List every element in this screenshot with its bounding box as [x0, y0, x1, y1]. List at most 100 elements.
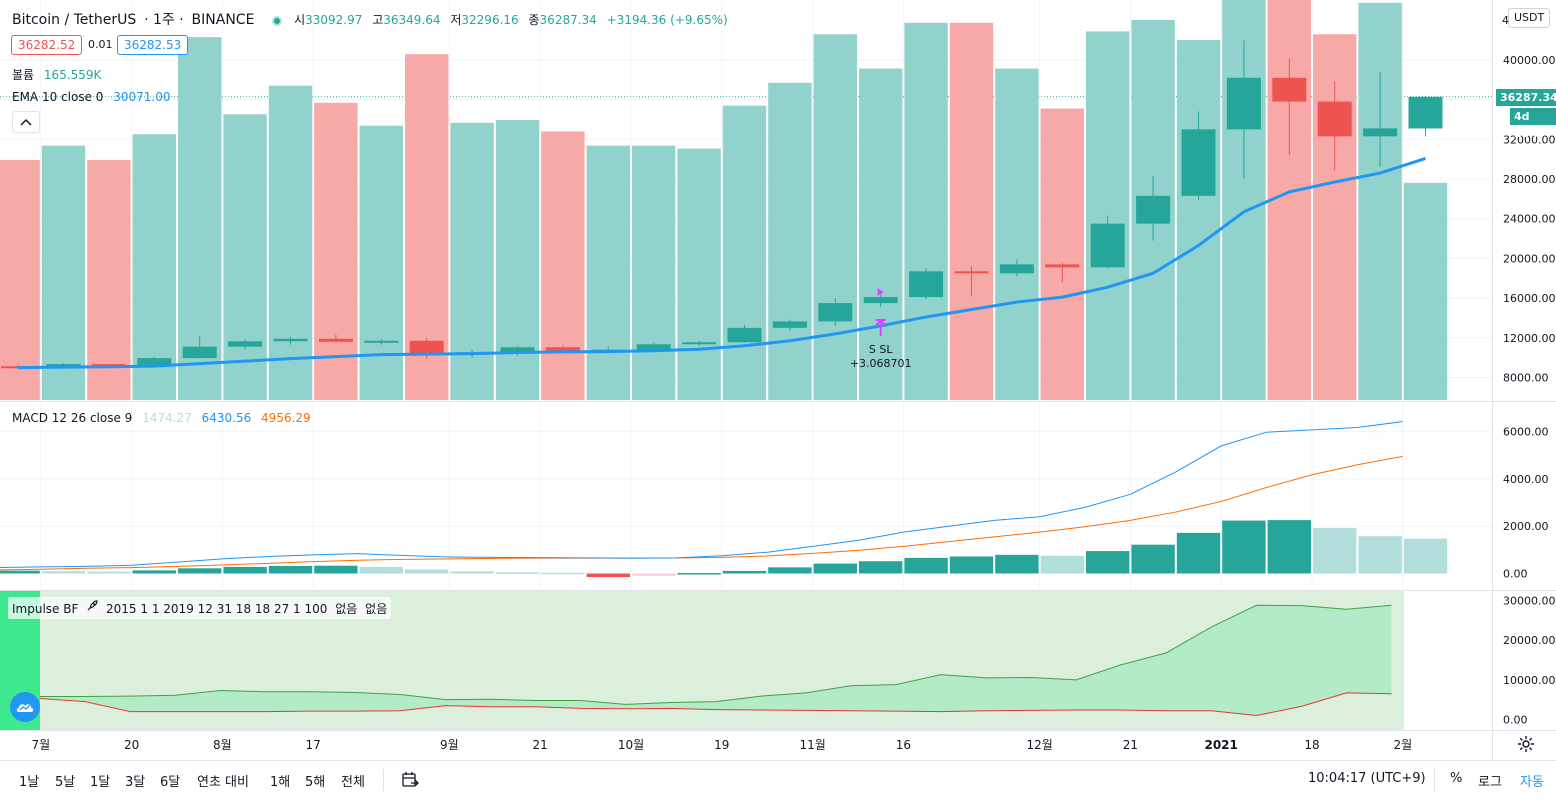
rocket-icon	[85, 600, 103, 616]
macd-hist-bar	[677, 573, 721, 575]
time-axis-label: 2월	[1393, 738, 1412, 752]
candle-body[interactable]	[1272, 77, 1307, 102]
impulse-lower-line[interactable]	[39, 692, 1392, 717]
impulse-axis-tick: 10000.00	[1503, 674, 1556, 687]
clock-timezone[interactable]: 10:04:17 (UTC+9)	[1308, 771, 1426, 786]
candle-body[interactable]	[1408, 96, 1443, 129]
macd-hist-bar	[405, 569, 449, 574]
candle-body[interactable]	[818, 303, 853, 322]
tradingview-logo[interactable]	[10, 692, 40, 722]
candle-body[interactable]	[636, 344, 671, 350]
volume-bar	[1358, 2, 1402, 401]
candle-body[interactable]	[1226, 77, 1261, 130]
volume-bar	[677, 148, 721, 400]
candle-body[interactable]	[1181, 129, 1216, 196]
candle-body[interactable]	[409, 340, 444, 355]
candle-body[interactable]	[91, 364, 126, 367]
candle-body[interactable]	[545, 347, 580, 351]
candle-body[interactable]	[182, 346, 217, 359]
ema-legend[interactable]: EMA 10 close 0 30071.00	[12, 90, 171, 104]
macd-hist-bar	[223, 566, 267, 574]
macd-legend[interactable]: MACD 12 26 close 9 1474.27 6430.56 4956.…	[12, 411, 311, 425]
macd-hist-bar	[314, 565, 358, 574]
currency-badge[interactable]: USDT	[1508, 8, 1551, 28]
range-1m-button[interactable]: 1달	[90, 775, 111, 790]
percent-scale-toggle[interactable]: %	[1450, 771, 1463, 786]
volume-bar	[904, 22, 948, 401]
strategy-profit-label: +3.068701	[850, 357, 912, 370]
impulse-option-2: 없음	[365, 602, 388, 616]
impulse-axis-tick: 20000.00	[1503, 634, 1556, 647]
range-1y-button[interactable]: 1해	[270, 775, 291, 790]
candle-body[interactable]	[682, 342, 717, 345]
range-1d-button[interactable]: 1날	[19, 775, 40, 790]
macd-hist-bar	[1358, 536, 1402, 574]
candle-body[interactable]	[909, 271, 944, 298]
impulse-option-1: 없음	[335, 602, 358, 616]
candle-body[interactable]	[318, 338, 353, 342]
ema-line[interactable]	[18, 157, 1426, 370]
range-5d-button[interactable]: 5날	[55, 775, 76, 790]
volume-bar	[949, 22, 994, 401]
candle-body[interactable]	[137, 358, 172, 366]
candle-body[interactable]	[364, 340, 399, 343]
macd-hist-bar	[722, 570, 767, 574]
volume-bar	[359, 125, 403, 401]
range-5y-button[interactable]: 5해	[305, 775, 326, 790]
collapse-legend-button[interactable]	[12, 111, 40, 133]
volume-bar	[223, 114, 267, 400]
candle-body[interactable]	[273, 338, 308, 342]
candle-body[interactable]	[1090, 223, 1125, 268]
candle-body[interactable]	[46, 364, 81, 367]
log-scale-toggle[interactable]: 로그	[1478, 775, 1502, 790]
range-3m-button[interactable]: 3달	[125, 775, 146, 790]
macd-hist-bar	[813, 563, 857, 574]
impulse-upper-line[interactable]	[40, 604, 1392, 705]
candle-body[interactable]	[1136, 195, 1171, 224]
impulse-legend[interactable]: Impulse BF 2015 1 1 2019 12 31 18 18 27 …	[8, 597, 392, 619]
candle-body[interactable]	[1317, 101, 1352, 137]
exchange-label: BINANCE	[191, 12, 255, 28]
time-axis-label: 7월	[31, 738, 50, 752]
strategy-entry-marker[interactable]	[877, 288, 884, 296]
symbol-name[interactable]: Bitcoin / TetherUS	[12, 12, 137, 28]
symbol-header: Bitcoin / TetherUS · 1주 · BINANCE 시33092…	[12, 9, 728, 29]
volume-bar	[41, 145, 86, 400]
volume-bar	[1040, 108, 1084, 400]
candle-body[interactable]	[772, 321, 807, 328]
volume-bar	[268, 85, 313, 401]
candle-body[interactable]	[954, 271, 989, 274]
price-axis-tick: 8000.00	[1503, 372, 1549, 385]
range-ytd-button[interactable]: 연초 대비	[197, 775, 249, 790]
gear-icon	[1518, 736, 1534, 752]
candle-body[interactable]	[228, 341, 263, 347]
price-change: +3194.36 (+9.65%)	[606, 13, 728, 27]
candle-body[interactable]	[863, 297, 898, 304]
range-6m-button[interactable]: 6달	[160, 775, 181, 790]
settings-gear-button[interactable]	[1517, 735, 1535, 753]
candle-body[interactable]	[1045, 264, 1080, 268]
macd-axis-tick: 0.00	[1503, 568, 1528, 581]
macd-line-value: 6430.56	[201, 411, 252, 425]
time-axis-label: 9월	[440, 738, 459, 752]
buy-price-button[interactable]: 36282.53	[117, 35, 189, 55]
volume-bar	[495, 119, 540, 400]
price-axis-tick: 12000.00	[1503, 332, 1556, 345]
candle-body[interactable]	[727, 327, 762, 343]
sell-price-button[interactable]: 36282.52	[11, 35, 83, 55]
price-axis-tick: 32000.00	[1503, 133, 1556, 146]
macd-signal-line[interactable]	[0, 455, 1403, 571]
macd-axis-tick: 2000.00	[1503, 520, 1549, 533]
candle-body[interactable]	[500, 347, 535, 353]
candle-body[interactable]	[1363, 128, 1398, 137]
volume-legend[interactable]: 볼륨 165.559K	[12, 66, 101, 83]
macd-line[interactable]	[0, 421, 1403, 569]
interval-label[interactable]: · 1주 ·	[144, 12, 184, 28]
range-all-button[interactable]: 전체	[341, 775, 365, 790]
goto-date-button[interactable]	[401, 771, 419, 792]
candle-body[interactable]	[999, 264, 1034, 274]
time-axis-label: 18	[1304, 738, 1319, 752]
volume-bar	[586, 145, 630, 400]
auto-scale-toggle[interactable]: 자동	[1520, 775, 1544, 790]
